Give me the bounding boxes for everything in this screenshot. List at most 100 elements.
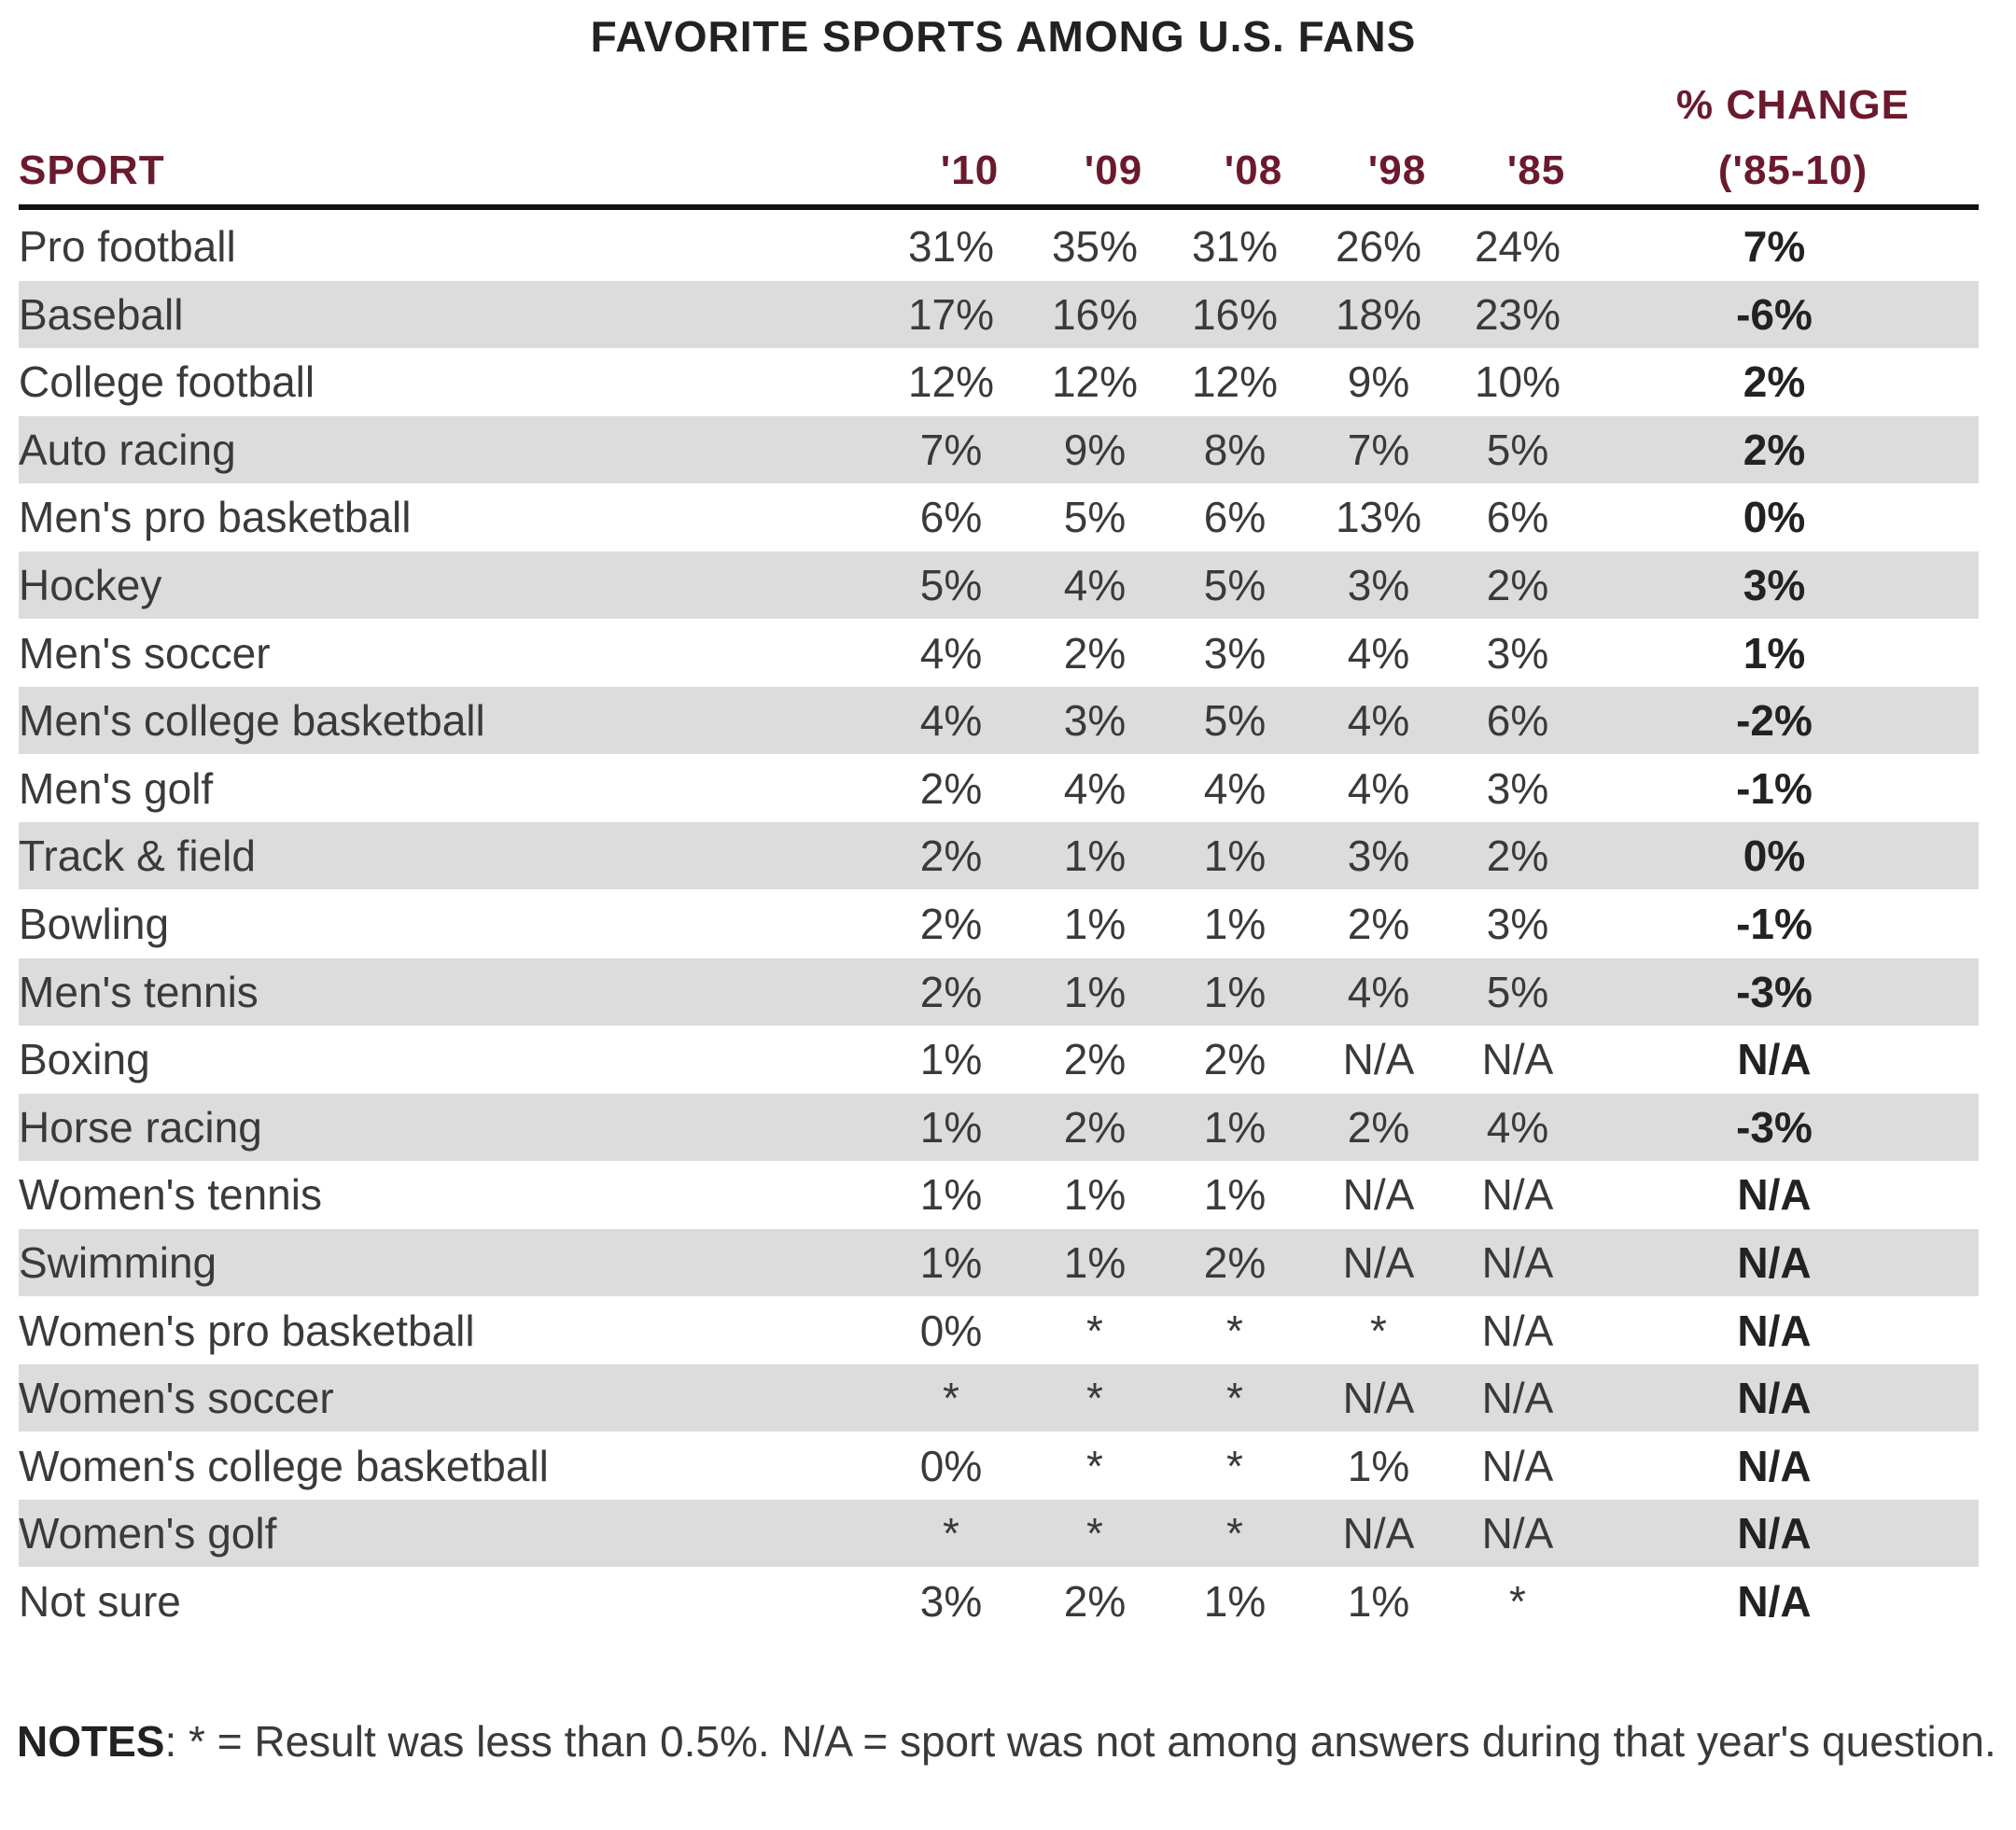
value-1998: N/A [1342, 1374, 1415, 1423]
value-2009: * [1086, 1441, 1103, 1490]
value-1998: N/A [1342, 1238, 1415, 1287]
table-row: Men's college basketball 4% 3% 5% 4% 6% -2% [19, 687, 1979, 755]
value-1998: N/A [1342, 1170, 1415, 1220]
table-row: Women's college basketball 0% * * 1% N/A N/A [19, 1432, 1979, 1500]
value-2009: 1% [1063, 1238, 1127, 1287]
value-change: -1% [1736, 763, 1813, 813]
value-2010: 7% [919, 425, 983, 474]
table-row: Not sure 3% 2% 1% 1% * N/A [19, 1568, 1979, 1635]
table-row: Boxing 1% 2% 2% N/A N/A N/A [19, 1026, 1979, 1093]
value-1998: 7% [1347, 425, 1410, 474]
value-1998: 13% [1335, 493, 1422, 542]
value-1998: 4% [1347, 696, 1410, 746]
header-1985: '85 [1506, 147, 1566, 193]
value-1985: 2% [1486, 831, 1549, 881]
sport-name: Auto racing [19, 425, 236, 474]
value-2008: * [1226, 1509, 1243, 1558]
sport-name: Men's college basketball [19, 696, 485, 746]
value-change: N/A [1737, 1238, 1812, 1287]
value-2009: 4% [1063, 561, 1127, 609]
table-row: Pro football 31% 35% 31% 26% 24% 7% [19, 213, 1979, 280]
value-2010: 2% [919, 900, 983, 948]
value-2010: 17% [907, 289, 995, 339]
value-1998: 3% [1347, 831, 1410, 881]
value-1985: 5% [1486, 425, 1549, 474]
value-2009: 16% [1051, 289, 1139, 339]
value-1998: 1% [1347, 1441, 1410, 1490]
table-row: Women's pro basketball 0% * * * N/A N/A [19, 1297, 1979, 1364]
value-1998: * [1370, 1306, 1387, 1355]
table-row: College football 12% 12% 12% 9% 10% 2% [19, 348, 1979, 415]
value-2008: * [1226, 1374, 1243, 1423]
value-change: N/A [1737, 1374, 1812, 1423]
header-2009: '09 [1084, 147, 1143, 193]
value-1985: 24% [1474, 222, 1561, 271]
notes-text: : * = Result was less than 0.5%. N/A = s… [164, 1717, 1996, 1766]
value-change: N/A [1737, 1441, 1812, 1490]
value-2009: 3% [1063, 696, 1127, 746]
table-row: Women's tennis 1% 1% 1% N/A N/A N/A [19, 1161, 1979, 1228]
value-2010: * [943, 1374, 959, 1423]
value-2009: 9% [1063, 425, 1127, 474]
value-2009: 4% [1063, 763, 1127, 813]
value-2008: 31% [1191, 222, 1279, 271]
value-1985: 23% [1474, 289, 1561, 339]
value-1985: 5% [1486, 967, 1549, 1016]
value-2009: * [1086, 1374, 1103, 1423]
sport-name: College football [19, 357, 315, 407]
value-1998: 1% [1347, 1577, 1410, 1626]
notes: NOTES: * = Result was less than 0.5%. N/… [17, 1708, 2005, 1775]
sport-name: Women's golf [19, 1509, 277, 1558]
value-2008: 1% [1203, 967, 1267, 1016]
table-row: Track & field 2% 1% 1% 3% 2% 0% [19, 822, 1979, 890]
value-2009: 2% [1063, 1035, 1127, 1084]
value-2009: 2% [1063, 1577, 1127, 1626]
value-change: N/A [1737, 1035, 1812, 1084]
value-2009: 12% [1051, 357, 1139, 407]
value-2010: 1% [919, 1035, 983, 1084]
value-1985: 3% [1486, 763, 1549, 813]
header-sport: SPORT [19, 147, 165, 193]
sport-name: Horse racing [19, 1102, 262, 1152]
value-change: 2% [1743, 357, 1806, 407]
value-change: 0% [1743, 493, 1806, 542]
value-change: N/A [1737, 1306, 1812, 1355]
value-2008: 4% [1203, 763, 1267, 813]
value-2010: 1% [919, 1238, 983, 1287]
table-row: Hockey 5% 4% 5% 3% 2% 3% [19, 552, 1979, 619]
value-2009: 1% [1063, 831, 1127, 881]
value-2010: 2% [919, 831, 983, 881]
table-row: Men's golf 2% 4% 4% 4% 3% -1% [19, 755, 1979, 822]
header-2010: '10 [940, 147, 1000, 193]
value-2010: 2% [919, 967, 983, 1016]
value-2008: 12% [1191, 357, 1279, 407]
table-row: Men's tennis 2% 1% 1% 4% 5% -3% [19, 957, 1979, 1026]
sport-name: Swimming [19, 1238, 217, 1287]
value-2010: 2% [919, 763, 983, 813]
value-2009: 1% [1063, 967, 1127, 1016]
header-rule [19, 204, 1979, 210]
value-2009: 2% [1063, 628, 1127, 678]
sport-name: Men's soccer [19, 628, 271, 678]
table-row: Swimming 1% 1% 2% N/A N/A N/A [19, 1229, 1979, 1296]
value-1985: N/A [1481, 1238, 1554, 1287]
value-2010: * [943, 1509, 959, 1558]
value-1998: 4% [1347, 763, 1410, 813]
value-2009: * [1086, 1509, 1103, 1558]
value-change: N/A [1737, 1577, 1812, 1626]
table-row: Women's golf * * * N/A N/A N/A [19, 1500, 1979, 1568]
sport-name: Men's tennis [19, 967, 259, 1016]
value-1985: 3% [1486, 900, 1549, 948]
sport-name: Pro football [19, 222, 236, 271]
value-2008: 1% [1203, 1170, 1267, 1220]
table-row: Men's pro basketball 6% 5% 6% 13% 6% 0% [19, 483, 1979, 551]
value-1998: 18% [1335, 289, 1422, 339]
value-1998: 2% [1347, 1102, 1410, 1152]
value-1985: N/A [1481, 1441, 1554, 1490]
value-2010: 12% [907, 357, 995, 407]
value-2010: 31% [907, 222, 995, 271]
value-change: -2% [1736, 696, 1813, 746]
value-change: 3% [1743, 561, 1806, 609]
value-1985: 2% [1486, 561, 1549, 609]
value-1998: 4% [1347, 967, 1410, 1016]
